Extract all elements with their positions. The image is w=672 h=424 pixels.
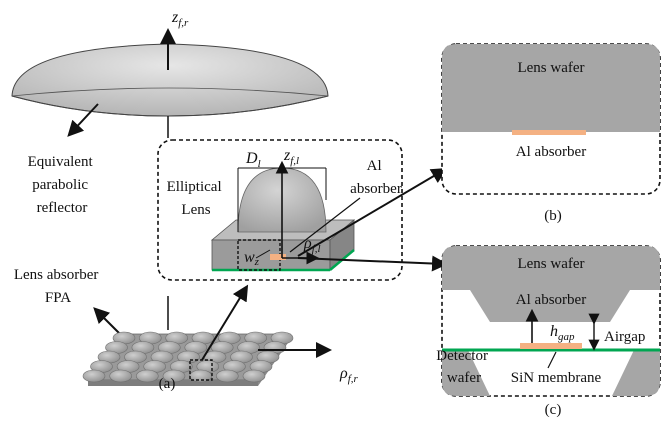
- panel-c-absorber-label: Al absorber: [516, 292, 586, 308]
- panel-b-wafer-label: Lens wafer: [517, 60, 584, 76]
- panel-b-lens-wafer: [442, 44, 660, 132]
- zoom-arrow-to-inset: [201, 284, 249, 361]
- lens-radial-axis-label: ρf,l: [303, 235, 321, 255]
- panel-c-absorber: [520, 343, 582, 349]
- width-arrow: [255, 249, 271, 259]
- caption-b: (b): [544, 208, 562, 224]
- reflector-label: Equivalent parabolic reflector: [28, 154, 97, 216]
- panel-c: Lens wafer Al absorber hgap Airgap Detec…: [436, 245, 661, 418]
- membrane-pointer: [547, 351, 557, 369]
- panel-b: Lens wafer Al absorber (b): [441, 43, 661, 224]
- lens-z-axis-label: zf,l: [283, 147, 299, 167]
- panel-a: zf,r Equivalent parabolic reflector Lens…: [11, 9, 403, 392]
- fpa-lens-bump: [82, 369, 106, 383]
- panel-c-detector-wafer-right: [612, 350, 660, 396]
- parabolic-reflector: [11, 43, 329, 117]
- arrow-to-panel-c: [297, 255, 448, 272]
- absorber-pad: [270, 254, 286, 260]
- lens-diameter-label: Dl: [245, 150, 261, 170]
- membrane-label: SiN membrane: [511, 370, 602, 386]
- fpa-label: Lens absorber FPA: [14, 267, 102, 306]
- panel-b-absorber-label: Al absorber: [516, 144, 586, 160]
- panel-b-absorber: [512, 130, 586, 135]
- fpa-lens-bump: [136, 369, 159, 383]
- lens-absorber-fpa: [82, 331, 294, 386]
- elliptical-lens-label: Elliptical Lens: [167, 179, 226, 218]
- inset-absorber-pointer: [289, 197, 361, 253]
- reflector-pointer-arrow: [67, 103, 99, 137]
- caption-a: (a): [159, 376, 176, 392]
- fpa-lens-bump: [162, 369, 186, 383]
- fpa-selection-box: [189, 359, 213, 381]
- panel-c-detector-wafer: [442, 350, 490, 396]
- fpa-lens-bump: [242, 369, 266, 383]
- lens-array: [82, 331, 294, 383]
- caption-c: (c): [545, 402, 562, 418]
- panel-c-wafer-label: Lens wafer: [517, 256, 584, 272]
- lens-element-inset: Dl zf,l ρf,l wz Elliptical Lens Al absor…: [157, 139, 403, 281]
- reflector-z-axis-label: zf,r: [171, 9, 189, 29]
- arrow-to-panel-b: [297, 167, 448, 257]
- reflector-radial-axis-label: ρf,r: [339, 365, 358, 385]
- panel-c-lens-wafer: [442, 246, 660, 322]
- fpa-lens-bump: [109, 369, 132, 383]
- detector-wafer-label: Detector wafer: [436, 348, 491, 386]
- absorber-width-label: wz: [244, 249, 260, 268]
- gap-height-label: hgap: [550, 323, 575, 343]
- fpa-lens-bump: [216, 369, 239, 383]
- inset-absorber-label: Al absorber: [350, 158, 402, 197]
- fpa-pointer-arrow: [93, 307, 123, 337]
- airgap-label: Airgap: [604, 329, 645, 345]
